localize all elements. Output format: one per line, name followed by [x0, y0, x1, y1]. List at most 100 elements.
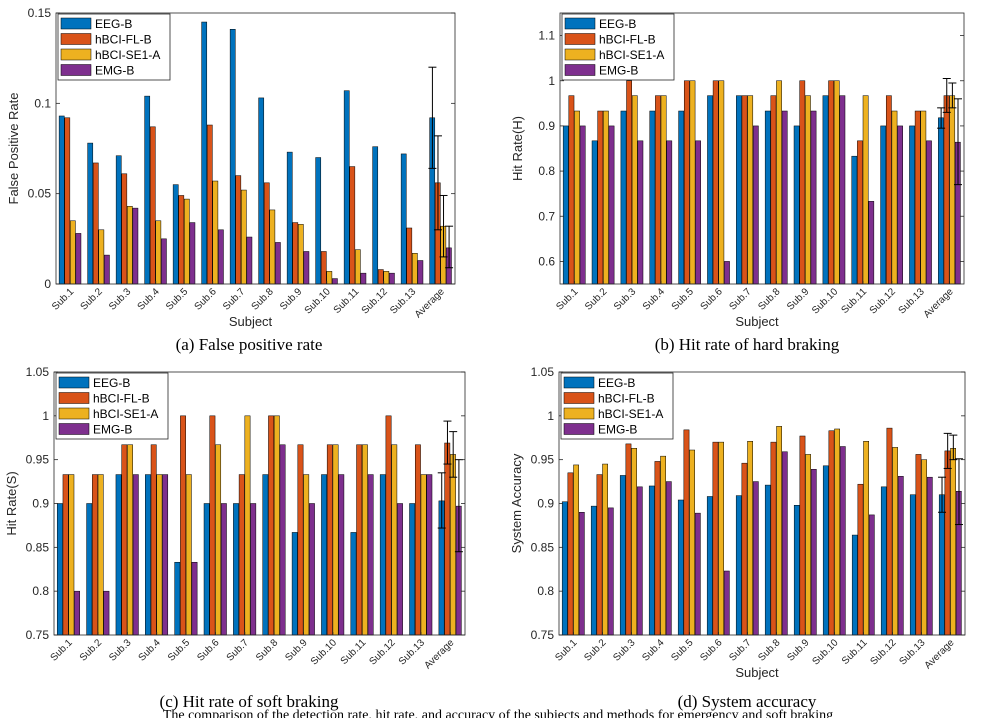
x-tick-label: Average [922, 286, 956, 320]
x-tick-label: Sub.7 [225, 637, 252, 664]
x-tick-label: Sub.11 [839, 286, 869, 316]
figure-caption-text: The comparison of the detection rate, hi… [162, 708, 834, 718]
bar-hbci-fl-b-sub12 [385, 415, 392, 636]
y-tick-label: 0 [44, 277, 51, 291]
bar-hbci-fl-b-sub13 [406, 227, 413, 285]
bar-emg-b-sub8 [275, 242, 281, 285]
y-tick-label: 1.05 [531, 365, 555, 379]
legend-swatch-eeg-b [564, 17, 596, 30]
legend-swatch-hbci-se1-a [60, 48, 92, 61]
x-tick-label: Sub.1 [50, 286, 77, 313]
bar-hbci-se1-a-sub7 [244, 415, 251, 636]
bar-hbci-se1-a-average [950, 448, 956, 636]
bar-emg-b-sub4 [666, 140, 673, 285]
error-bar-hbci-fl-b [943, 432, 952, 469]
x-tick-label: Sub.5 [164, 286, 191, 313]
bar-eeg-b-sub9 [286, 151, 293, 285]
x-tick-label: Sub.8 [254, 637, 281, 664]
bar-emg-b-sub13 [926, 140, 932, 285]
x-tick-label: Sub.5 [669, 637, 696, 664]
bar-hbci-fl-b-sub9 [292, 222, 299, 285]
legend-label-emg-b: EMG-B [598, 423, 637, 437]
error-bar-eeg-b [428, 66, 437, 169]
bar-hbci-se1-a-sub13 [921, 459, 927, 636]
bar-hbci-se1-a-sub9 [298, 224, 304, 285]
y-tick-label: 1.05 [26, 365, 50, 379]
bar-hbci-fl-b-sub1 [567, 472, 574, 636]
panel-caption: (b) Hit rate of hard braking [655, 335, 840, 354]
bar-emg-b-sub13 [426, 474, 433, 636]
bar-eeg-b-sub10 [321, 474, 328, 636]
bar-hbci-fl-b-sub9 [297, 444, 304, 636]
bar-eeg-b-sub12 [880, 125, 887, 285]
error-bar-emg-b [954, 458, 963, 526]
bar-hbci-se1-a-sub13 [420, 474, 427, 636]
y-axis-label: Hit Rate(H) [510, 116, 525, 181]
bar-hbci-se1-a-sub12 [391, 444, 398, 636]
bar-hbci-fl-b-sub1 [568, 95, 575, 285]
bar-emg-b-sub7 [246, 236, 253, 285]
bar-hbci-fl-b-sub13 [915, 454, 922, 636]
bar-eeg-b-sub5 [174, 561, 181, 636]
x-axis-label: Subject [229, 314, 273, 329]
x-tick-label: Sub.10 [810, 637, 840, 667]
x-tick-label: Sub.9 [785, 637, 812, 664]
bar-emg-b-sub2 [607, 507, 614, 636]
bar-eeg-b-sub4 [144, 95, 151, 285]
legend-swatch-hbci-se1-a [563, 407, 595, 420]
bar-hbci-se1-a-average [450, 454, 456, 636]
y-tick-label: 0.05 [28, 187, 52, 201]
bar-emg-b-sub8 [279, 444, 286, 636]
bar-emg-b-sub10 [332, 278, 338, 285]
bar-hbci-fl-b-sub8 [268, 415, 275, 636]
legend-label-hbci-se1-a: hBCI-SE1-A [93, 407, 158, 421]
bar-hbci-se1-a-sub5 [184, 198, 190, 285]
bar-emg-b-sub9 [309, 503, 315, 636]
bar-hbci-fl-b-sub7 [238, 474, 245, 636]
bar-emg-b-sub4 [161, 238, 167, 285]
bar-eeg-b-sub13 [400, 153, 407, 285]
bar-hbci-se1-a-sub6 [215, 444, 222, 636]
y-tick-label: 0.75 [26, 628, 50, 642]
bar-hbci-fl-b-sub11 [857, 483, 864, 636]
legend-swatch-eeg-b [58, 376, 90, 389]
bar-hbci-fl-b-sub9 [799, 435, 806, 636]
bar-eeg-b-average [938, 117, 944, 285]
bar-emg-b-sub6 [723, 570, 730, 636]
bar-eeg-b-sub1 [561, 501, 568, 636]
legend-label-eeg-b: EEG-B [95, 17, 132, 31]
x-tick-label: Sub.10 [810, 286, 840, 316]
bar-hbci-fl-b-sub5 [178, 195, 185, 285]
bar-eeg-b-sub1 [58, 115, 65, 285]
bar-emg-b-sub13 [926, 476, 933, 636]
bar-hbci-fl-b-sub4 [150, 444, 157, 636]
y-tick-label: 1 [42, 409, 49, 423]
bar-hbci-se1-a-sub5 [689, 80, 696, 285]
bar-hbci-se1-a-sub8 [273, 415, 280, 636]
x-tick-label: Sub.9 [785, 286, 812, 313]
bar-emg-b-sub7 [752, 481, 759, 636]
y-tick-label: 0.8 [538, 164, 555, 178]
x-tick-label: Sub.12 [360, 286, 390, 316]
y-tick-label: 0.8 [32, 584, 49, 598]
bar-hbci-se1-a-sub1 [70, 220, 76, 285]
bar-hbci-se1-a-sub10 [326, 271, 333, 285]
bar-eeg-b-sub8 [262, 474, 269, 636]
bar-hbci-se1-a-sub10 [834, 428, 840, 636]
bar-eeg-b-sub12 [379, 474, 386, 636]
bar-eeg-b-sub7 [735, 495, 742, 636]
x-axis-label: Subject [735, 314, 779, 329]
error-bar-hbci-se1-a [949, 434, 958, 461]
bar-hbci-fl-b-sub1 [64, 117, 71, 285]
bar-hbci-fl-b-sub3 [625, 443, 632, 636]
bar-eeg-b-sub3 [619, 475, 626, 636]
bar-hbci-se1-a-sub7 [747, 95, 754, 285]
bar-eeg-b-sub1 [56, 503, 63, 636]
y-axis-label: System Accuracy [509, 453, 524, 553]
bar-emg-b-sub11 [868, 201, 875, 285]
